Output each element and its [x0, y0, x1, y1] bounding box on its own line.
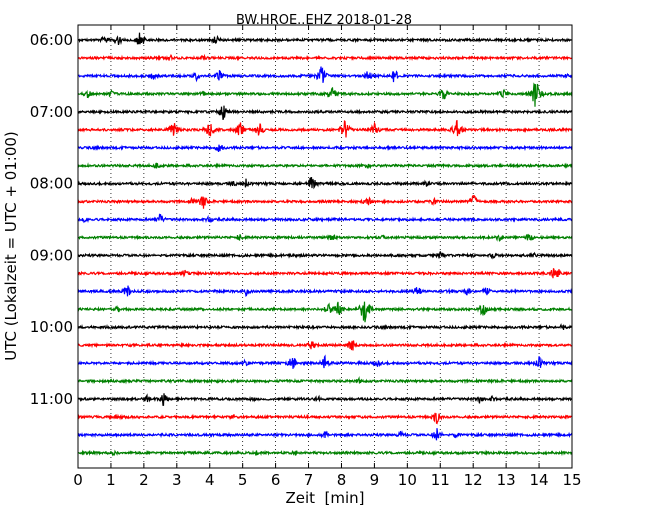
trace-1045 — [77, 376, 573, 385]
y-tick-label: 11:00 — [30, 390, 73, 408]
trace-0815 — [77, 194, 573, 209]
x-tick-label: 1 — [106, 471, 116, 489]
trace-0615 — [77, 53, 573, 62]
y-axis-label: UTC (Lokalzeit = UTC + 01:00) — [2, 131, 20, 361]
x-tick-label: 12 — [464, 471, 483, 489]
y-ticks: 06:00 07:00 08:00 09:00 10:00 11:00 — [30, 31, 572, 408]
x-tick-label: 5 — [238, 471, 248, 489]
y-tick-label: 06:00 — [30, 31, 73, 49]
x-axis-label: Zeit [min] — [285, 489, 364, 507]
trace-0600 — [77, 32, 573, 46]
trace-0715 — [77, 120, 573, 138]
trace-0645 — [77, 82, 573, 107]
x-tick-label: 6 — [271, 471, 281, 489]
y-tick-label: 08:00 — [30, 175, 73, 193]
x-tick-label: 4 — [205, 471, 215, 489]
trace-1145 — [77, 449, 573, 457]
trace-0845 — [77, 233, 573, 242]
x-tick-label: 9 — [370, 471, 380, 489]
x-tick-label: 14 — [530, 471, 549, 489]
x-tick-label: 2 — [139, 471, 149, 489]
trace-1000 — [77, 323, 573, 331]
x-tick-label: 13 — [497, 471, 516, 489]
trace-0945 — [77, 301, 573, 323]
x-tick-label: 10 — [398, 471, 417, 489]
trace-1030 — [77, 354, 573, 369]
y-tick-label: 10:00 — [30, 318, 73, 336]
x-tick-label: 11 — [431, 471, 450, 489]
y-tick-label: 07:00 — [30, 103, 73, 121]
trace-0915 — [77, 268, 573, 279]
x-ticks: 0 1 2 3 4 5 6 7 8 9 10 11 12 13 14 15 — [73, 25, 582, 489]
trace-0900 — [77, 251, 573, 260]
trace-0700 — [77, 105, 573, 120]
x-tick-label: 0 — [73, 471, 83, 489]
trace-0730 — [77, 144, 573, 152]
x-tick-label: 3 — [172, 471, 182, 489]
trace-1130 — [77, 428, 573, 441]
plot-frame — [77, 24, 573, 469]
chart-title: BW.HROE..EHZ 2018-01-28 — [236, 13, 412, 28]
x-tick-label: 7 — [304, 471, 314, 489]
trace-0630 — [77, 66, 573, 83]
y-tick-label: 09:00 — [30, 246, 73, 264]
grid-lines — [110, 25, 540, 468]
trace-1100 — [77, 393, 573, 406]
trace-1115 — [77, 412, 573, 425]
trace-1015 — [77, 340, 573, 351]
x-tick-label: 8 — [337, 471, 347, 489]
trace-0930 — [77, 285, 573, 298]
trace-0745 — [77, 162, 573, 170]
seismic-traces — [77, 32, 573, 457]
x-tick-label: 15 — [562, 471, 581, 489]
trace-0800 — [77, 177, 573, 190]
trace-0830 — [77, 213, 573, 224]
